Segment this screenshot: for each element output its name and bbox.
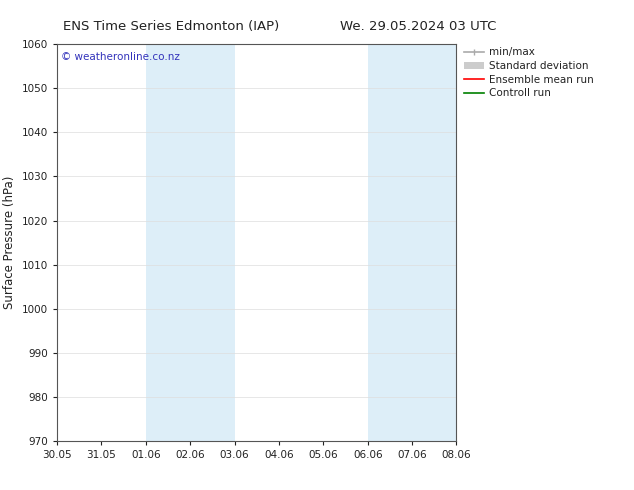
Legend: min/max, Standard deviation, Ensemble mean run, Controll run: min/max, Standard deviation, Ensemble me… (460, 44, 597, 101)
Bar (146, 44, 235, 441)
Text: © weatheronline.co.nz: © weatheronline.co.nz (61, 52, 180, 62)
Text: ENS Time Series Edmonton (IAP): ENS Time Series Edmonton (IAP) (63, 20, 280, 33)
Y-axis label: Surface Pressure (hPa): Surface Pressure (hPa) (3, 176, 16, 309)
Bar (368, 44, 456, 441)
Text: We. 29.05.2024 03 UTC: We. 29.05.2024 03 UTC (340, 20, 496, 33)
